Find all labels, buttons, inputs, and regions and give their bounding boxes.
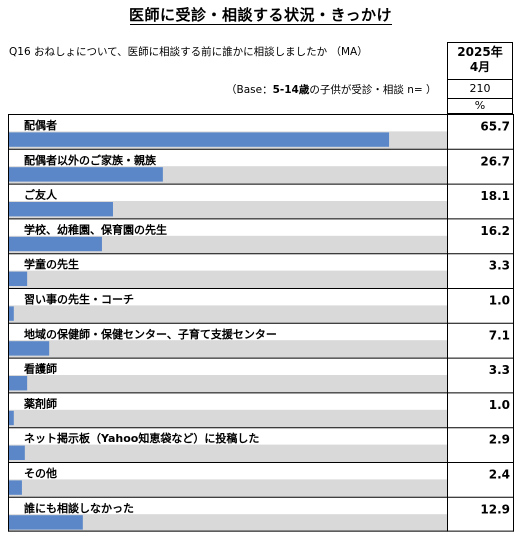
row-band	[8, 340, 447, 358]
sample-size: 210	[447, 79, 513, 99]
value-label: 26.7	[480, 154, 510, 168]
row-band	[8, 514, 447, 532]
unit-label: %	[474, 99, 486, 112]
category-label: 地域の保健師・保健センター、子育て支援センター	[24, 327, 277, 341]
category-label: 習い事の先生・コーチ	[24, 292, 134, 306]
value-label: 18.1	[480, 189, 510, 203]
category-label: 学校、幼稚園、保育園の先生	[24, 222, 167, 236]
category-label: ご友人	[24, 188, 58, 202]
category-label: 看護師	[24, 362, 57, 376]
base-prefix: （Base：	[226, 84, 273, 96]
base-note: （Base：5-14歳の子供が受診・相談 n= ）	[226, 82, 437, 97]
period-label: 2025年 4月	[448, 45, 512, 75]
value-label: 16.2	[480, 224, 510, 238]
value-label: 3.3	[489, 259, 510, 273]
row-band	[8, 270, 447, 288]
category-label: 配偶者以外のご家族・親族	[24, 153, 157, 167]
bar-6	[8, 306, 14, 321]
base-age: 5-14歳	[272, 84, 310, 96]
row-band	[8, 375, 447, 393]
bar-7	[8, 341, 50, 356]
column-header: 2025年 4月 210 %	[447, 42, 513, 114]
row-band	[8, 409, 447, 428]
bar-1	[8, 132, 390, 147]
bar-9	[8, 410, 14, 426]
bar-3	[8, 202, 113, 217]
category-label: 配偶者	[24, 118, 57, 132]
value-label: 1.0	[489, 294, 510, 308]
title-underline	[130, 24, 392, 25]
value-label: 2.4	[489, 468, 510, 482]
row-band	[8, 444, 447, 462]
bar-12	[8, 515, 83, 530]
page-title: 医師に受診・相談する状況・きっかけ	[129, 6, 392, 24]
period-year: 2025年	[457, 45, 503, 59]
bar-5	[8, 271, 28, 286]
bar-11	[8, 480, 22, 495]
row-band	[8, 305, 447, 323]
row-band	[8, 235, 447, 254]
category-label: 薬剤師	[24, 396, 57, 410]
value-label: 65.7	[480, 120, 510, 134]
bar-chart: 配偶者 65.7 配偶者以外のご家族・親族 26.7 ご友人 18.1 学校、幼稚園、保育園…	[8, 114, 514, 532]
chart-svg: 配偶者 65.7 配偶者以外のご家族・親族 26.7 ご友人 18.1 学校、幼稚園、保育園…	[8, 114, 514, 532]
base-suffix: の子供が受診・相談 n= ）	[309, 84, 437, 96]
bar-4	[8, 236, 102, 252]
row-band	[8, 201, 447, 219]
bar-8	[8, 376, 28, 391]
category-label: ネット掲示板（Yahoo知恵袋など）に投稿した	[24, 431, 259, 445]
bar-2	[8, 167, 163, 182]
period-month: 4月	[469, 60, 491, 74]
bar-10	[8, 445, 25, 460]
value-label: 2.9	[489, 433, 510, 447]
value-label: 3.3	[489, 363, 510, 377]
row-band	[8, 479, 447, 497]
category-label: 学童の先生	[24, 257, 79, 271]
category-label: その他	[24, 466, 57, 480]
value-label: 12.9	[480, 502, 510, 516]
value-label: 1.0	[489, 398, 510, 412]
category-label: 誰にも相談しなかった	[24, 501, 134, 515]
value-label: 7.1	[489, 328, 510, 342]
question-text: Q16 おねしょについて、医師に相談する前に誰かに相談しましたか （MA）	[9, 46, 368, 58]
